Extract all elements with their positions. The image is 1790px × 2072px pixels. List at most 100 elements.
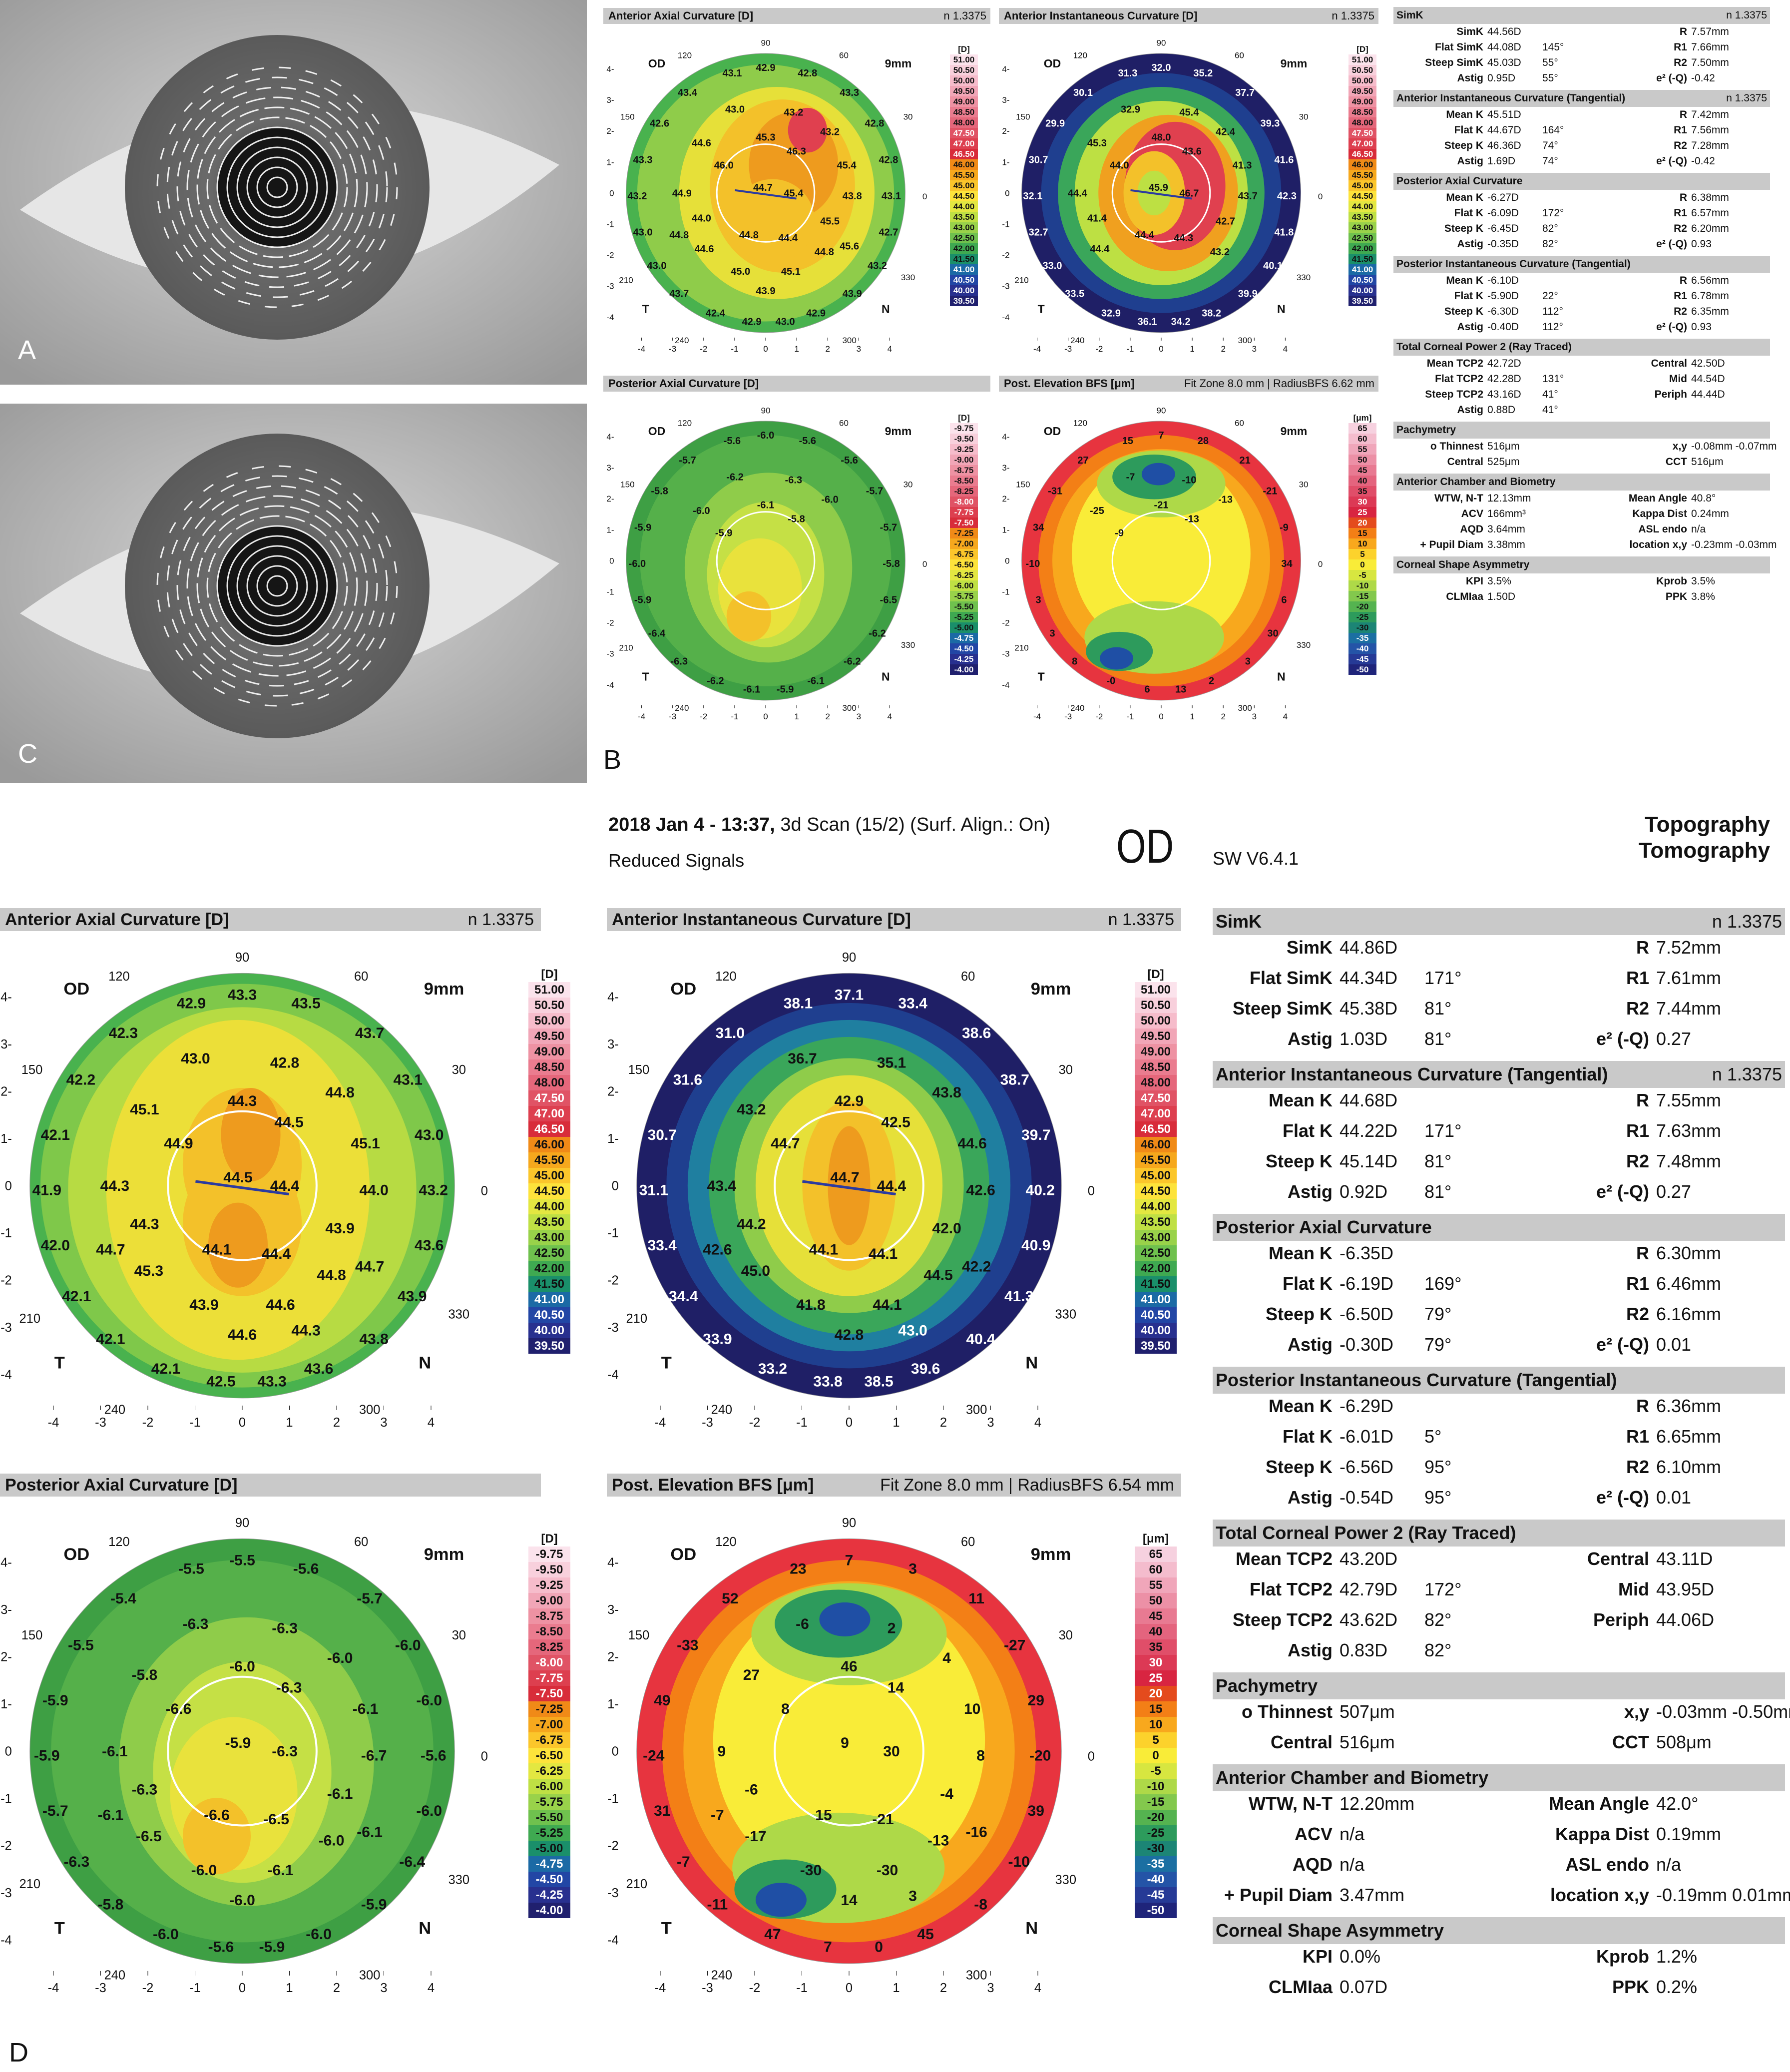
row-label: Steep K [1444, 306, 1483, 317]
nasal-label: N [1277, 670, 1286, 683]
map-value: 44.7 [96, 1242, 125, 1258]
angle-label: 90 [235, 951, 249, 965]
map-value: -6.3 [276, 1680, 302, 1696]
map-value: 44.6 [957, 1135, 986, 1152]
scale-tick: -45 [1348, 654, 1376, 664]
map-value: 43.2 [419, 1182, 448, 1199]
row-value-2: 6.35mm [1691, 306, 1729, 317]
angle-label: 60 [839, 419, 849, 428]
map-value: 7 [824, 1939, 832, 1955]
row-label-2: PPK [1665, 591, 1687, 602]
y-tick-label: -1 [606, 220, 614, 229]
scale-tick: 49.50 [950, 86, 978, 96]
angle-label: 210 [19, 1877, 40, 1891]
row-value: 12.13mm [1487, 493, 1531, 504]
row-value: 44.22D [1340, 1120, 1398, 1141]
row-value-2: 3.5% [1691, 575, 1715, 587]
map-value: -5.9 [34, 1748, 60, 1764]
panel-header-post-elev: Post. Elevation BFS [μm] Fit Zone 8.0 mm … [607, 1474, 1181, 1497]
map-value: -5.7 [880, 522, 897, 533]
row-label-2: R1 [1626, 1273, 1649, 1294]
map-value: 14 [841, 1892, 858, 1909]
row-value-2: 6.16mm [1656, 1304, 1722, 1324]
y-tick-label: -2 [1002, 251, 1009, 260]
row-value: -6.35D [1340, 1243, 1394, 1263]
map-value: -5.5 [229, 1552, 255, 1568]
map-contour [726, 591, 772, 642]
map-value: 43.6 [1182, 146, 1202, 157]
map-value: 44.1 [202, 1242, 231, 1258]
map-contour [182, 1798, 251, 1875]
scale-diopter-2: [D] 51.00 50.50 50.00 49.50 49.00 48.50 48.00 47… [1135, 967, 1177, 1354]
row-value: 525μm [1487, 456, 1520, 468]
map-value: 0 [875, 1939, 883, 1955]
row-axis: 79° [1424, 1304, 1452, 1324]
map-post-elev: -4 -3 -2 -1 0 1 2 3 4 4- 3- 2- 1- 0 -1 -2 -3 -4 90 120 60 150… [607, 1498, 1131, 2037]
x-tick-label: 3 [857, 712, 861, 721]
scale-tick: -5.50 [950, 601, 978, 612]
map-value: 39.6 [911, 1361, 940, 1377]
x-tick-label: 4 [888, 712, 892, 721]
scale-tick: -35 [1135, 1856, 1177, 1872]
scale-tick: -5 [1135, 1763, 1177, 1779]
map-value: 42.8 [798, 68, 817, 79]
row-axis: 172° [1424, 1579, 1462, 1599]
row-value-2: 7.57mm [1691, 26, 1729, 37]
map-value: 7 [845, 1552, 854, 1568]
scale-tick: 51.00 [1348, 54, 1376, 65]
map-value: -5.5 [178, 1560, 204, 1577]
map-value: -6.4 [399, 1854, 425, 1870]
row-value: n/a [1340, 1854, 1365, 1875]
x-tick-label: -3 [95, 1981, 106, 1995]
map-value: 44.1 [873, 1297, 901, 1313]
x-tick-label: -2 [700, 712, 707, 721]
row-axis: 41° [1542, 389, 1558, 400]
map-value: -5.9 [634, 522, 651, 533]
row-label: Mean K [1268, 1243, 1333, 1263]
y-tick-label: 4- [607, 1556, 619, 1570]
scale-tick: -7.00 [950, 538, 978, 549]
y-tick-label: -4 [607, 1934, 619, 1948]
zone-diameter-label: 9mm [885, 425, 912, 438]
scale-tick: 43.50 [1135, 1214, 1177, 1230]
map-value: -6.0 [191, 1862, 217, 1879]
map-value: 41.9 [32, 1182, 61, 1199]
row-value: 45.51D [1487, 109, 1521, 120]
map-value: 43.3 [257, 1373, 286, 1390]
y-tick-label: 1- [607, 1132, 619, 1146]
map-value: 42.9 [756, 62, 776, 73]
map-value: -5.6 [724, 436, 741, 447]
scale-tick: 44.00 [950, 201, 978, 212]
od-label: OD [648, 57, 666, 70]
row-value: 44.86D [1340, 937, 1398, 958]
table-section-header: Pachymetry [1213, 1672, 1785, 1699]
row-label: Flat TCP2 [1435, 373, 1483, 385]
scale-unit: [D] [950, 413, 978, 423]
panel-header-post-elev-top: Post. Elevation BFS [μm] Fit Zone 8.0 mm … [999, 376, 1378, 392]
scale-tick: 44.00 [528, 1199, 570, 1214]
scale-tick: 5 [1348, 549, 1376, 559]
map-value: -20 [1029, 1748, 1051, 1764]
x-tick-label: -2 [700, 344, 707, 354]
row-value: 44.56D [1487, 26, 1521, 37]
map-value: -6.3 [132, 1782, 158, 1798]
angle-label: 240 [675, 703, 689, 713]
x-tick-label: 0 [239, 1416, 246, 1430]
angle-label: 90 [761, 406, 771, 416]
section-title: Anterior Chamber and Biometry [1396, 476, 1556, 488]
map-value: 9 [841, 1735, 849, 1751]
scale-tick: -4.75 [950, 633, 978, 643]
angle-label: 330 [448, 1307, 469, 1321]
map-value: -6 [745, 1782, 758, 1798]
scale-tick: 40.00 [1348, 285, 1376, 296]
scale-tick: 35 [1135, 1639, 1177, 1655]
map-value: 31.6 [673, 1071, 702, 1088]
row-label: Central [1270, 1732, 1333, 1752]
nasal-label: N [1277, 303, 1286, 316]
section-title: SimK [1396, 9, 1423, 21]
map-value: -9 [1115, 528, 1124, 539]
scale-tick: 42.50 [1348, 233, 1376, 243]
map-value: 42.6 [703, 1242, 732, 1258]
row-axis: 164° [1542, 124, 1564, 136]
map-value: 30.7 [1029, 154, 1048, 165]
